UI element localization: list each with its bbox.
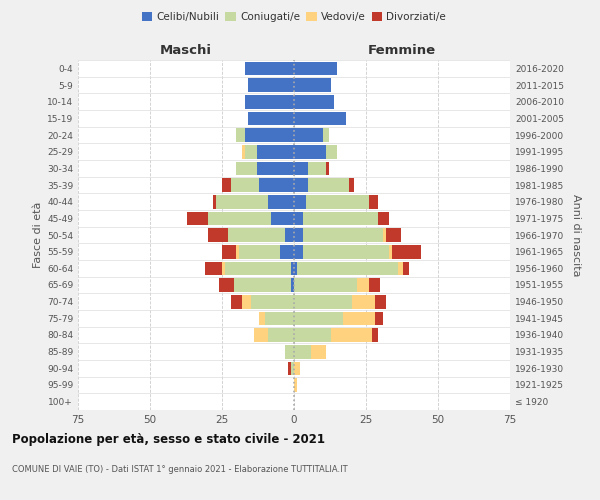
Bar [288,362,291,375]
Y-axis label: Anni di nascita: Anni di nascita [571,194,581,276]
Bar [374,312,383,325]
Bar [230,178,259,192]
Bar [245,145,257,158]
Bar [257,162,294,175]
Bar [245,62,294,75]
Bar [225,262,291,275]
Bar [302,228,383,242]
Bar [294,345,311,358]
Bar [208,212,271,225]
Bar [294,278,358,292]
Text: Femmine: Femmine [368,44,436,57]
Bar [294,312,343,325]
Bar [259,312,265,325]
Bar [294,95,334,108]
Bar [294,262,297,275]
Bar [294,145,326,158]
Bar [271,212,294,225]
Text: Popolazione per età, sesso e stato civile - 2021: Popolazione per età, sesso e stato civil… [12,432,325,446]
Bar [294,62,337,75]
Bar [254,328,268,342]
Bar [236,162,257,175]
Bar [323,128,329,142]
Bar [286,228,294,242]
Bar [251,295,294,308]
Bar [268,328,294,342]
Bar [248,78,294,92]
Bar [389,245,392,258]
Bar [369,195,377,208]
Bar [331,328,372,342]
Bar [294,212,302,225]
Bar [294,178,308,192]
Bar [236,128,245,142]
Bar [305,195,369,208]
Bar [374,295,386,308]
Bar [265,312,294,325]
Bar [302,212,377,225]
Bar [286,345,294,358]
Bar [294,195,305,208]
Bar [294,295,352,308]
Bar [214,195,216,208]
Bar [297,262,398,275]
Bar [205,262,222,275]
Bar [233,278,291,292]
Bar [242,295,251,308]
Bar [291,278,294,292]
Bar [311,345,326,358]
Bar [259,178,294,192]
Bar [291,262,294,275]
Bar [268,195,294,208]
Bar [245,128,294,142]
Bar [291,362,294,375]
Bar [392,245,421,258]
Bar [352,295,374,308]
Text: Maschi: Maschi [160,44,212,57]
Bar [187,212,208,225]
Bar [294,245,302,258]
Bar [294,162,308,175]
Bar [236,245,239,258]
Bar [294,78,331,92]
Bar [302,245,389,258]
Bar [294,128,323,142]
Bar [208,228,228,242]
Bar [222,178,230,192]
Bar [294,328,331,342]
Legend: Celibi/Nubili, Coniugati/e, Vedovi/e, Divorziati/e: Celibi/Nubili, Coniugati/e, Vedovi/e, Di… [137,8,451,26]
Bar [369,278,380,292]
Bar [280,245,294,258]
Bar [349,178,355,192]
Bar [377,212,389,225]
Bar [343,312,374,325]
Bar [372,328,377,342]
Bar [222,262,225,275]
Bar [403,262,409,275]
Bar [294,112,346,125]
Bar [358,278,369,292]
Bar [383,228,386,242]
Bar [294,378,297,392]
Bar [219,278,233,292]
Bar [326,145,337,158]
Bar [386,228,401,242]
Bar [230,295,242,308]
Bar [398,262,403,275]
Text: COMUNE DI VAIE (TO) - Dati ISTAT 1° gennaio 2021 - Elaborazione TUTTITALIA.IT: COMUNE DI VAIE (TO) - Dati ISTAT 1° genn… [12,466,347,474]
Bar [222,245,236,258]
Y-axis label: Fasce di età: Fasce di età [33,202,43,268]
Bar [326,162,329,175]
Bar [294,362,300,375]
Bar [216,195,268,208]
Bar [308,178,349,192]
Bar [294,228,302,242]
Bar [245,95,294,108]
Bar [242,145,245,158]
Bar [239,245,280,258]
Bar [248,112,294,125]
Bar [228,228,286,242]
Bar [257,145,294,158]
Bar [308,162,326,175]
